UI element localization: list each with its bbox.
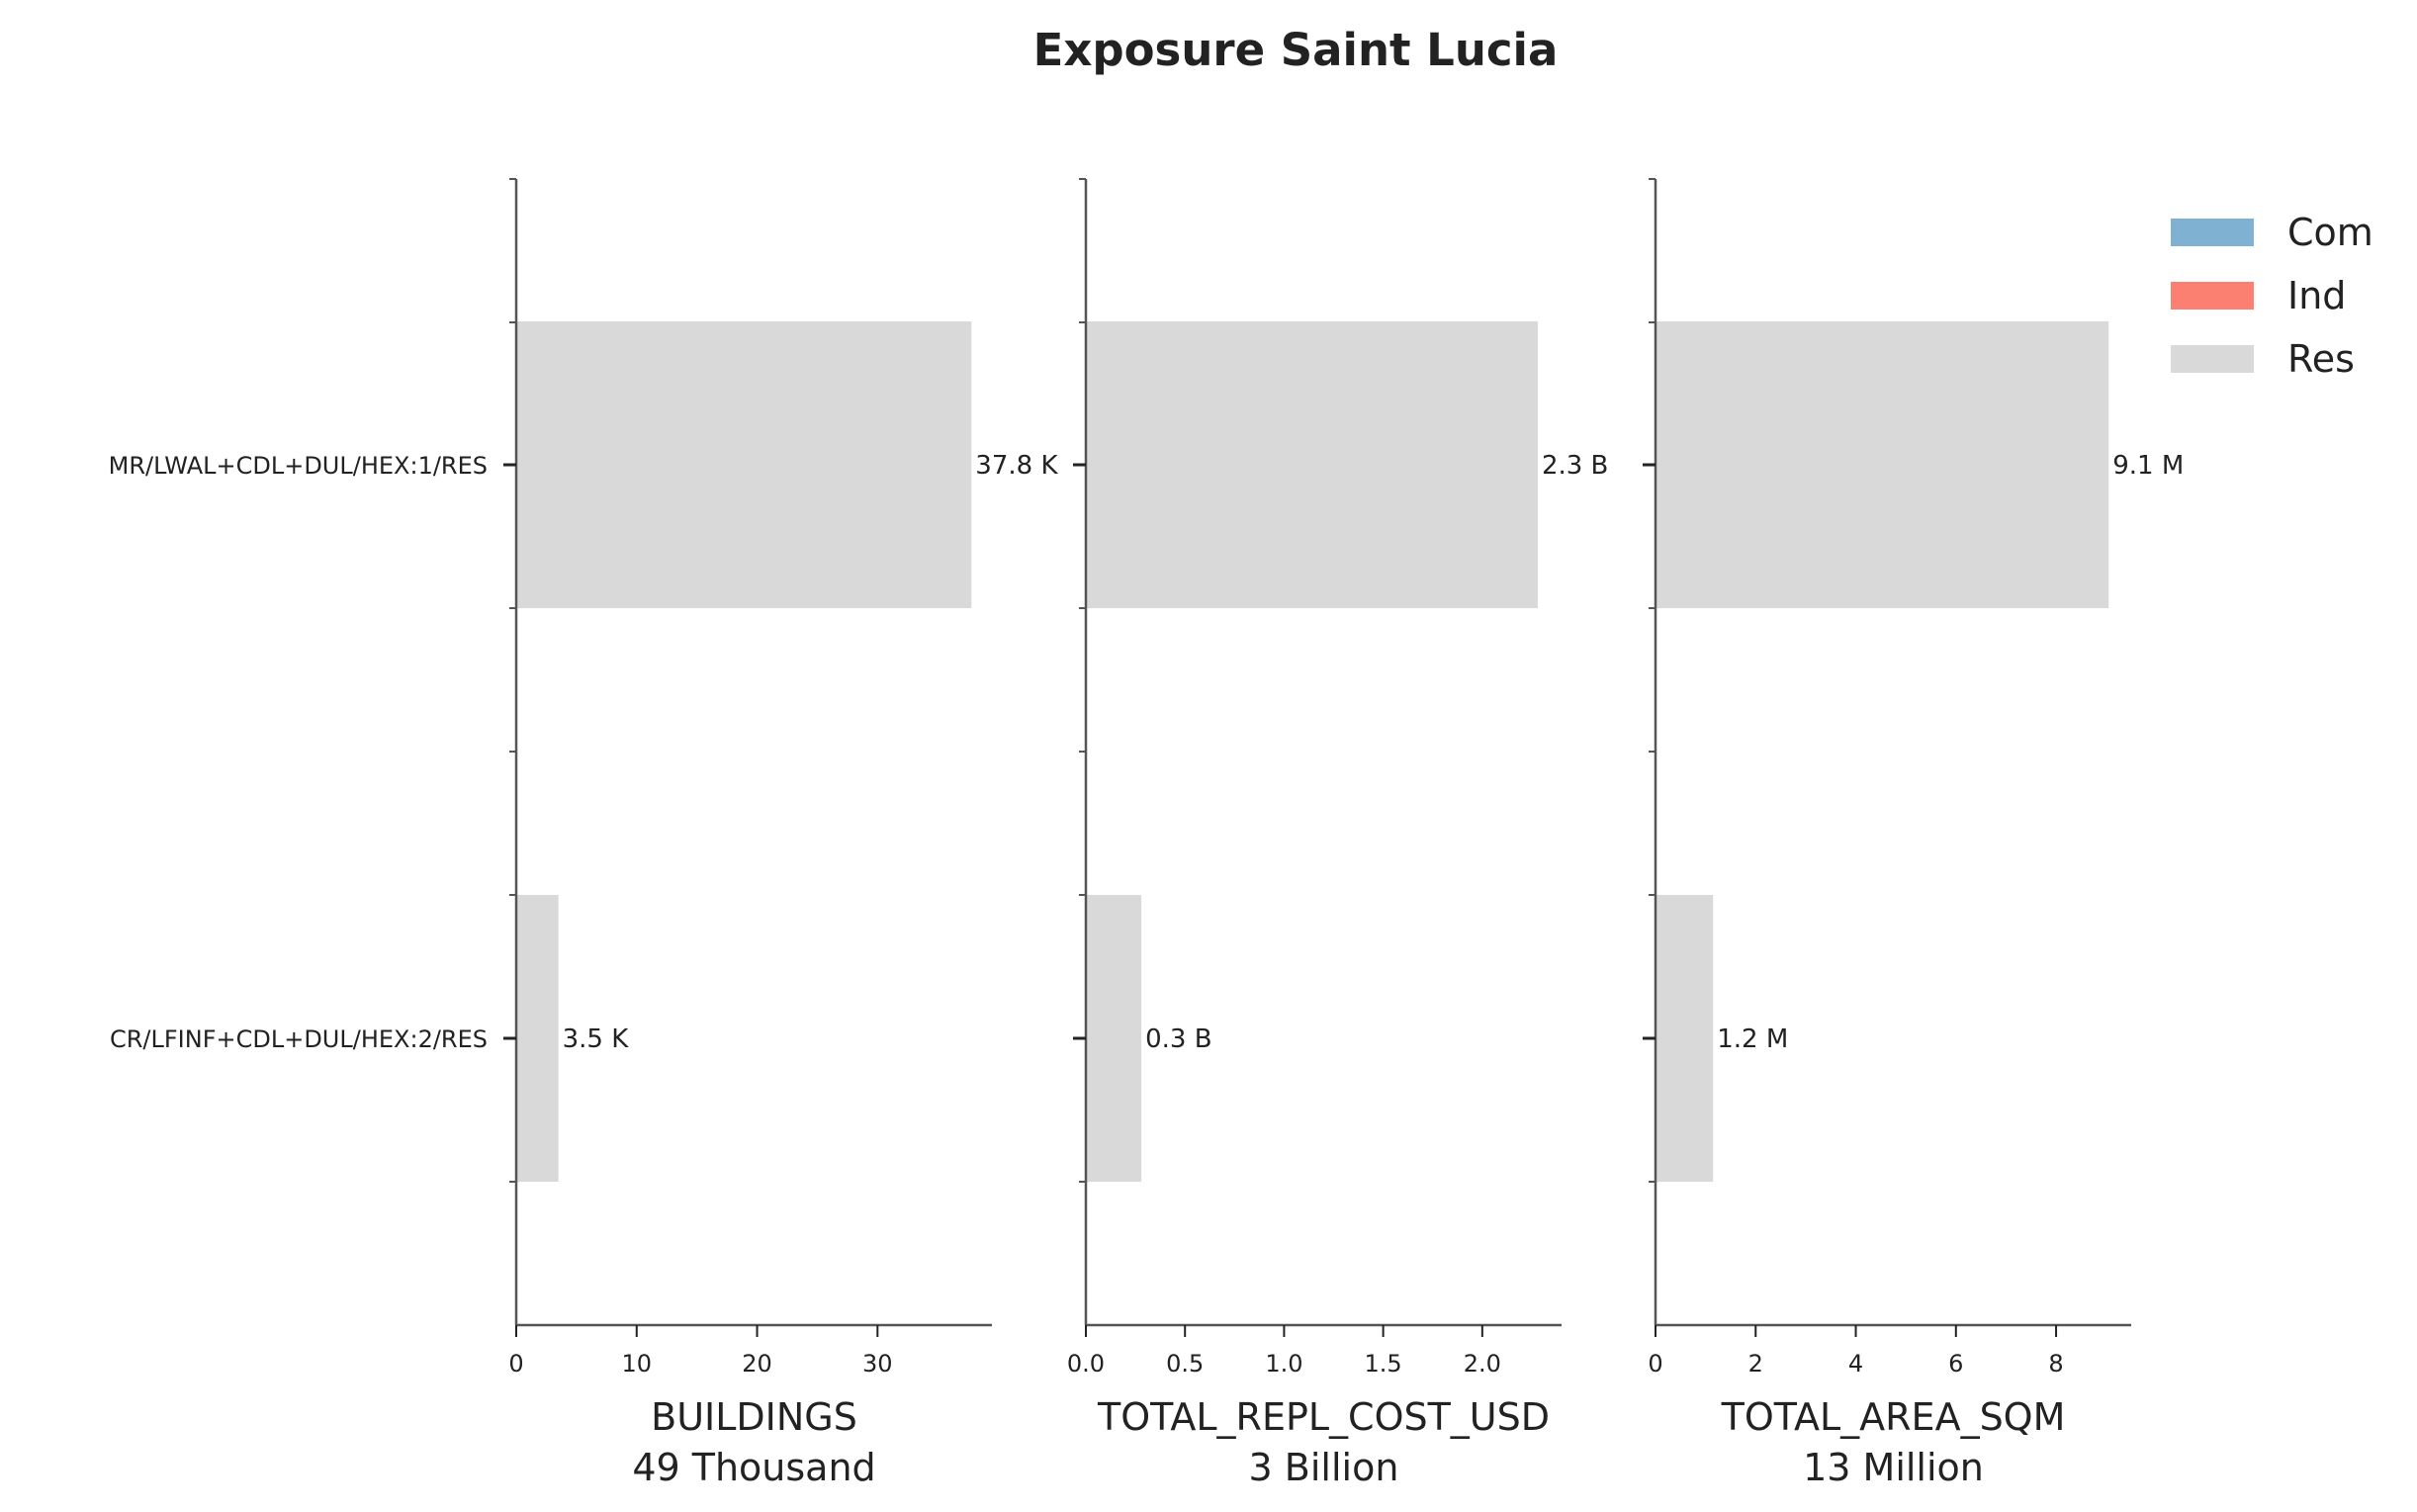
x-tick-label-2-5: 2.0 (1464, 1350, 1501, 1378)
bar-3-2 (1656, 895, 1714, 1182)
bar-1-2 (516, 895, 559, 1182)
value-label-2-1: 2.3 B (1542, 451, 1608, 481)
x-tick-label-3-3: 4 (1848, 1350, 1863, 1378)
x-tick-label-1-3: 20 (742, 1350, 772, 1378)
bar-2-2 (1086, 895, 1142, 1182)
x-tick-label-1-1: 0 (508, 1350, 523, 1378)
legend-swatch-ind (2171, 282, 2254, 310)
x-tick-label-2-4: 1.5 (1365, 1350, 1402, 1378)
value-label-3-1: 9.1 M (2112, 451, 2184, 481)
chart-title: Exposure Saint Lucia (1033, 24, 1559, 76)
x-tick-label-3-1: 0 (1648, 1350, 1662, 1378)
bar-2-1 (1086, 321, 1538, 608)
x-tick-label-1-4: 30 (862, 1350, 893, 1378)
bar-3-1 (1656, 321, 2109, 608)
x-tick-label-2-1: 0.0 (1067, 1350, 1105, 1378)
value-label-1-1: 37.8 K (975, 451, 1058, 481)
x-axis-title-2: TOTAL_REPL_COST_USD (1097, 1395, 1550, 1439)
x-tick-label-3-5: 8 (2048, 1350, 2063, 1378)
x-axis-title-1: BUILDINGS (651, 1395, 857, 1439)
x-axis-total-2: 3 Billion (1249, 1446, 1399, 1489)
value-label-1-2: 3.5 K (563, 1024, 630, 1054)
value-label-2-2: 0.3 B (1145, 1024, 1211, 1054)
x-tick-label-3-4: 6 (1948, 1350, 1963, 1378)
bar-1-1 (516, 321, 972, 608)
x-tick-label-2-2: 0.5 (1166, 1350, 1204, 1378)
category-label-2: CR/LFINF+CDL+DUL/HEX:2/RES (110, 1025, 488, 1053)
legend-label-res: Res (2287, 337, 2355, 381)
x-tick-label-1-2: 10 (621, 1350, 652, 1378)
value-label-3-2: 1.2 M (1717, 1024, 1788, 1054)
category-label-1: MR/LWAL+CDL+DUL/HEX:1/RES (109, 452, 488, 480)
x-axis-title-3: TOTAL_AREA_SQM (1721, 1395, 2066, 1439)
x-tick-label-2-3: 1.0 (1265, 1350, 1302, 1378)
legend-swatch-res (2171, 345, 2254, 373)
legend-label-com: Com (2287, 211, 2373, 254)
panel-3: 9.1 M 1.2 M 0 2 4 6 8 TOTAL_AREA_SQM 13 Million (1643, 178, 2184, 1489)
x-axis-total-3: 13 Million (1803, 1446, 1984, 1489)
panel-2: 2.3 B 0.3 B 0.0 0.5 1.0 1.5 2.0 TOTAL_REPL_COST… (1067, 178, 1608, 1489)
chart-legend: Com Ind Res (2171, 211, 2373, 381)
legend-label-ind: Ind (2287, 274, 2346, 317)
x-axis-total-1: 49 Thousand (632, 1446, 875, 1489)
legend-swatch-com (2171, 219, 2254, 246)
x-tick-label-3-2: 2 (1748, 1350, 1763, 1378)
